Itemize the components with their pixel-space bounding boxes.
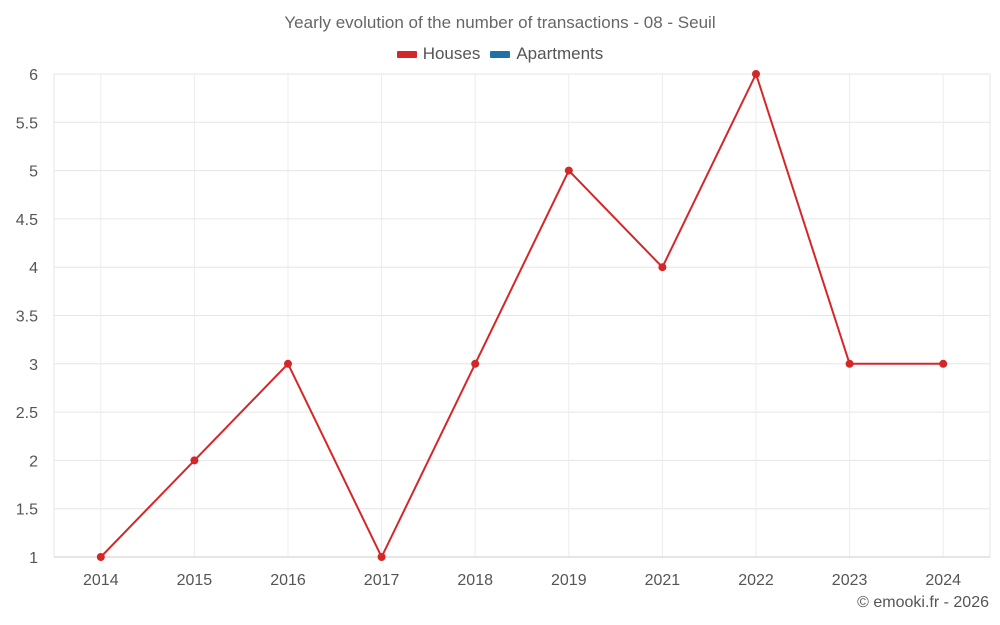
x-tick-label: 2024 — [925, 572, 961, 589]
y-tick-label: 4.5 — [16, 212, 38, 229]
y-tick-label: 2 — [29, 453, 38, 470]
data-point-houses-2023[interactable] — [845, 359, 854, 368]
data-point-houses-2018[interactable] — [471, 359, 480, 368]
legend-swatch-apartments — [490, 50, 511, 58]
y-tick-label: 3 — [29, 357, 38, 374]
axes: 1 1.5 2 2.5 3 3.5 4 4.5 5 5.5 6 2014 2015 2016 2017 201… — [16, 67, 990, 589]
credit: © emooki.fr - 2026 — [857, 594, 989, 611]
data-point-houses-2019[interactable] — [564, 166, 573, 175]
x-tick-label: 2018 — [457, 572, 493, 589]
legend: Houses Apartments — [0, 44, 1000, 64]
x-tick-label: 2017 — [364, 572, 400, 589]
x-tick-label: 2022 — [738, 572, 774, 589]
y-tick-label: 1 — [29, 550, 38, 567]
y-tick-label: 1.5 — [16, 502, 38, 519]
y-tick-label: 4 — [29, 260, 38, 277]
data-point-houses-2017[interactable] — [377, 553, 386, 561]
y-tick-label: 5 — [29, 164, 38, 181]
series-line-houses — [100, 73, 944, 558]
grid — [53, 73, 991, 558]
x-tick-label: 2014 — [83, 572, 119, 589]
y-tick-label: 2.5 — [16, 405, 38, 422]
data-point-houses-2024[interactable] — [939, 359, 948, 368]
x-tick-label: 2016 — [270, 572, 306, 589]
data-point-houses-2016[interactable] — [284, 359, 292, 368]
x-tick-label: 2021 — [645, 572, 681, 589]
x-tick-label: 2023 — [832, 572, 868, 589]
chart-title: Yearly evolution of the number of transa… — [284, 13, 716, 32]
data-point-houses-2021[interactable] — [658, 263, 667, 272]
legend-item-apartments[interactable]: Apartments — [490, 44, 603, 64]
legend-label-houses: Houses — [422, 44, 481, 63]
legend-label-apartments: Apartments — [516, 44, 604, 63]
y-tick-label: 6 — [29, 67, 38, 84]
data-point-houses-2015[interactable] — [190, 456, 199, 465]
legend-swatch-houses — [396, 50, 417, 58]
legend-item-houses[interactable]: Houses — [396, 44, 481, 64]
series-layer — [96, 70, 948, 561]
y-tick-label: 3.5 — [16, 309, 38, 326]
x-tick-label: 2019 — [551, 572, 587, 589]
data-point-houses-2014[interactable] — [96, 553, 105, 561]
x-tick-label: 2015 — [177, 572, 213, 589]
y-tick-label: 5.5 — [16, 115, 38, 132]
data-point-houses-2022[interactable] — [752, 70, 760, 78]
